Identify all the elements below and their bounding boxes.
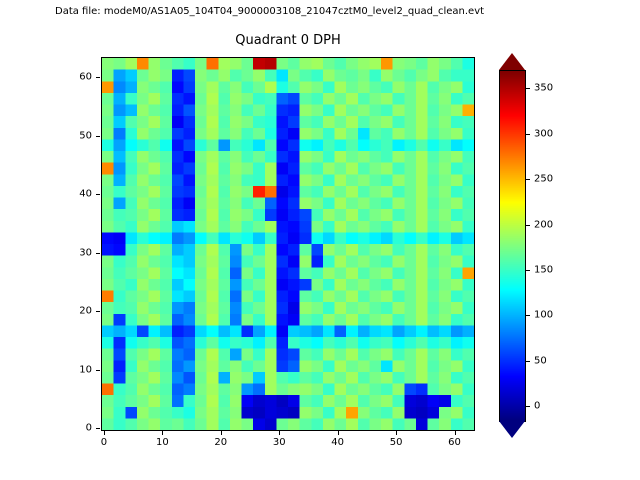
y-tick-label: 50: [79, 130, 92, 142]
x-tick: [220, 431, 222, 435]
y-tick: [96, 369, 100, 371]
colorbar-tick: [526, 179, 530, 181]
y-tick: [96, 77, 100, 79]
x-tick-label: 20: [214, 437, 228, 448]
data-file-label: Data file: modeM0/AS1A05_104T04_90000031…: [55, 6, 485, 17]
x-tick: [103, 431, 105, 435]
x-tick-label: 40: [331, 437, 345, 448]
y-tick-label: 10: [79, 364, 92, 376]
colorbar-extend-min: [499, 421, 525, 438]
chart-title: Quadrant 0 DPH: [235, 33, 341, 48]
y-tick-label: 60: [79, 71, 92, 83]
x-tick-label: 0: [100, 437, 108, 448]
y-tick: [96, 252, 100, 254]
colorbar-tick-label: 300: [534, 128, 554, 140]
y-tick: [96, 135, 100, 137]
colorbar-tick-label: 50: [534, 355, 547, 367]
colorbar-tick: [526, 88, 530, 90]
y-tick: [96, 428, 100, 430]
x-tick: [454, 431, 456, 435]
y-tick: [96, 194, 100, 196]
colorbar-tick: [526, 360, 530, 362]
colorbar-tick-label: 200: [534, 219, 554, 231]
colorbar: [499, 70, 526, 422]
colorbar-extend-max: [499, 53, 525, 70]
y-tick-label: 40: [79, 188, 92, 200]
colorbar-tick-label: 100: [534, 309, 554, 321]
colorbar-tick: [526, 406, 530, 408]
y-tick-label: 0: [85, 422, 92, 434]
heatmap-image: [102, 58, 474, 430]
colorbar-tick-label: 250: [534, 173, 554, 185]
colorbar-tick: [526, 270, 530, 271]
y-tick-label: 30: [79, 247, 92, 259]
x-tick: [162, 431, 164, 435]
colorbar-tick: [526, 224, 530, 226]
x-tick-label: 10: [155, 437, 169, 448]
colorbar-tick: [526, 315, 530, 317]
colorbar-tick-label: 0: [534, 400, 541, 412]
x-tick-label: 60: [448, 437, 461, 448]
x-tick-label: 30: [272, 437, 286, 448]
x-tick: [279, 431, 281, 435]
y-tick-label: 20: [79, 305, 92, 317]
heatmap-axes: [101, 57, 475, 431]
x-tick: [396, 431, 398, 435]
colorbar-tick: [526, 133, 530, 135]
colorbar-tick-label: 150: [534, 264, 554, 276]
x-tick-label: 50: [389, 437, 403, 448]
y-tick: [96, 311, 100, 313]
colorbar-gradient: [500, 71, 525, 421]
colorbar-tick-label: 350: [534, 82, 554, 94]
x-tick: [337, 431, 339, 435]
